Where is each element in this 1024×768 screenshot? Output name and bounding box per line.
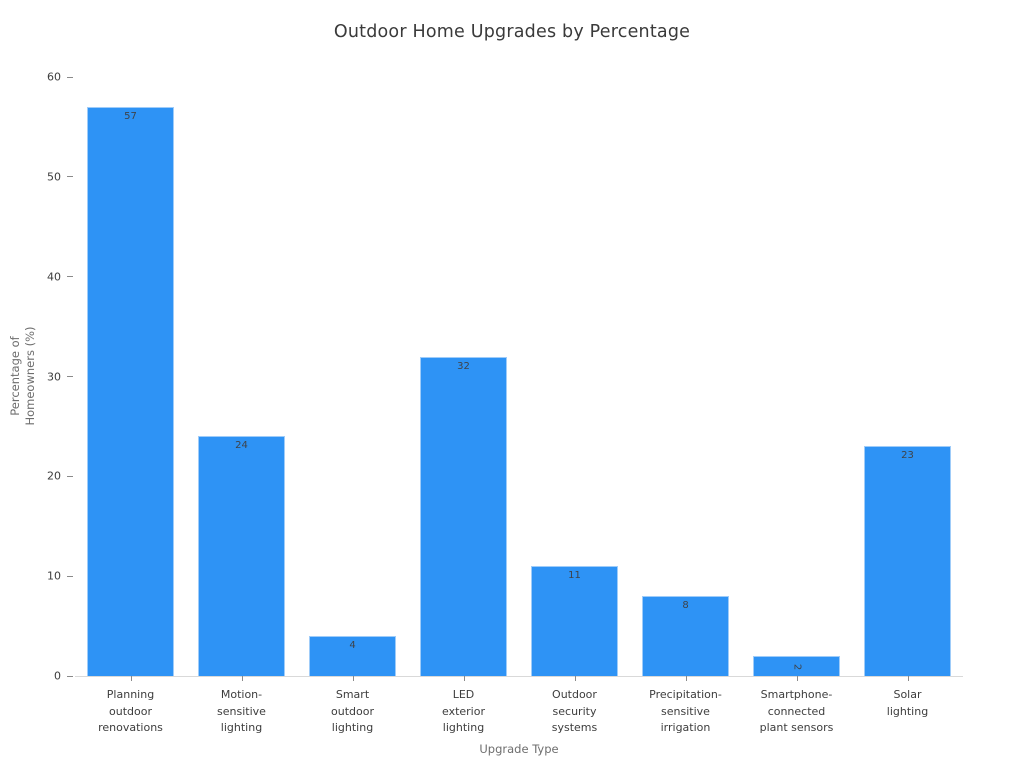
- y-tick-label: 60: [47, 70, 61, 84]
- bar: 4: [309, 636, 396, 676]
- y-tick-mark: [67, 575, 73, 577]
- chart-title: Outdoor Home Upgrades by Percentage: [333, 22, 691, 42]
- bar-value-label: 11: [568, 570, 581, 582]
- y-tick-mark: [67, 675, 73, 677]
- y-tick-mark: [67, 376, 73, 377]
- bar-value-label: 57: [124, 110, 137, 122]
- bar: 57: [87, 106, 174, 676]
- y-tick-mark: [67, 176, 73, 178]
- y-tick-mark: [67, 76, 73, 78]
- bar-value-label: 8: [682, 600, 689, 612]
- x-tick-label: Planning outdoor renovations: [98, 688, 163, 734]
- x-tick-label: Outdoor security systems: [551, 688, 598, 734]
- y-tick-mark: [67, 276, 73, 278]
- x-tick-label: Smartphone- connected plant sensors: [759, 688, 834, 734]
- x-tick-mark: [907, 676, 909, 681]
- bar: 2: [753, 656, 840, 676]
- bar-value-label: 2: [791, 663, 802, 670]
- x-tick-label: LED exterior lighting: [442, 688, 485, 734]
- bar-value-label: 23: [901, 450, 914, 462]
- y-tick-label: 10: [47, 569, 61, 583]
- x-tick-label: Smart outdoor lighting: [331, 688, 374, 734]
- x-tick-label: Precipitation- sensitive irrigation: [649, 688, 722, 734]
- y-tick-label: 30: [47, 370, 61, 383]
- plot-area: 0 10 20 30 40 50 60 57 Planning outdoor renovati…: [47, 71, 963, 734]
- bar-value-label: 4: [349, 640, 356, 652]
- y-tick-mark: [67, 475, 73, 477]
- x-tick-mark: [352, 676, 354, 681]
- x-axis-title: Upgrade Type: [479, 742, 559, 756]
- x-tick-mark: [574, 676, 576, 681]
- x-tick-label: Motion- sensitive lighting: [217, 688, 266, 734]
- x-tick-mark: [796, 676, 798, 681]
- bar: 23: [864, 446, 951, 676]
- y-tick-label: 40: [47, 270, 61, 284]
- x-tick-mark: [685, 676, 687, 681]
- y-tick-label: 20: [47, 469, 61, 483]
- x-tick-mark: [463, 676, 465, 681]
- bar: 32: [420, 356, 507, 676]
- y-tick-label: 50: [47, 170, 61, 184]
- bar: 8: [642, 596, 729, 676]
- bar: 11: [531, 566, 618, 676]
- bar-value-label: 24: [235, 440, 248, 452]
- bar-value-label: 32: [457, 360, 470, 372]
- x-tick-mark: [130, 676, 132, 681]
- y-tick-label: 0: [54, 669, 61, 683]
- bar: 24: [198, 436, 285, 676]
- x-tick-mark: [241, 676, 243, 681]
- x-tick-label: Solar lighting: [886, 688, 929, 718]
